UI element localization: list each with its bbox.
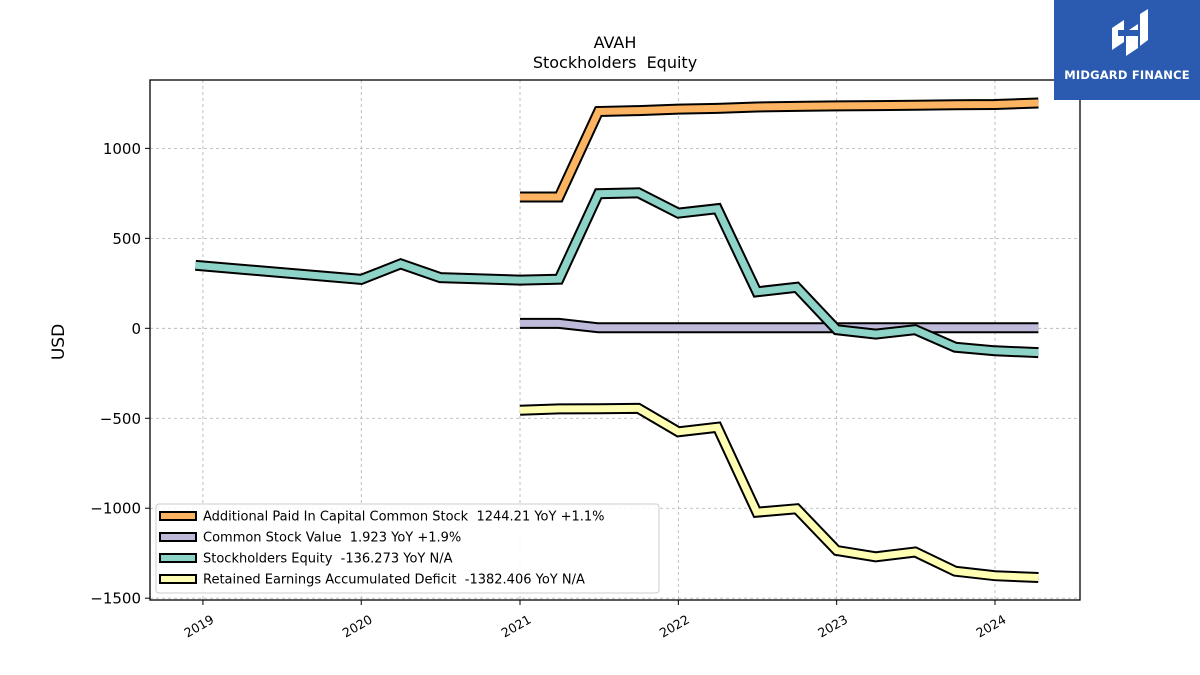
y-tick-label: −1000 <box>90 500 141 518</box>
y-axis-label: USD <box>49 324 69 360</box>
chart-subtitle: Stockholders Equity <box>533 53 697 72</box>
y-tick-label: 1000 <box>103 140 141 158</box>
legend-swatch <box>159 553 197 563</box>
plot-frame <box>149 79 1081 601</box>
logo-text: MIDGARD FINANCE <box>1064 68 1190 82</box>
chart-title: AVAH <box>594 33 637 52</box>
legend-label: Additional Paid In Capital Common Stock … <box>203 510 605 525</box>
y-tick-label: 500 <box>112 230 141 248</box>
midgard-logo-icon <box>1112 9 1148 56</box>
y-tick-label: −1500 <box>90 590 141 608</box>
legend: Additional Paid In Capital Common Stock … <box>155 503 660 594</box>
legend-swatch <box>159 574 197 584</box>
legend-label: Stockholders Equity -136.273 YoY N/A <box>203 552 453 567</box>
y-tick-label: 0 <box>131 320 141 338</box>
series-line-common-stock-value <box>520 319 1039 332</box>
legend-box <box>155 503 660 594</box>
series-line-stockholders-equity <box>195 189 1039 357</box>
legend-swatch <box>159 511 197 521</box>
series-layer <box>195 97 1039 583</box>
series-line-retained-earnings-accumulated-deficit <box>519 404 1039 581</box>
legend-label: Retained Earnings Accumulated Deficit -1… <box>203 573 585 588</box>
legend-label: Common Stock Value 1.923 YoY +1.9% <box>203 531 461 546</box>
series-line-additional-paid-in-capital-common-stock <box>520 99 1039 201</box>
brand-logo: MIDGARD FINANCE <box>1054 0 1200 100</box>
y-tick-label: −500 <box>100 410 141 428</box>
y-axis: 1000 500 0 −500 −1000 −1500 <box>90 140 150 608</box>
legend-swatch <box>159 532 197 542</box>
